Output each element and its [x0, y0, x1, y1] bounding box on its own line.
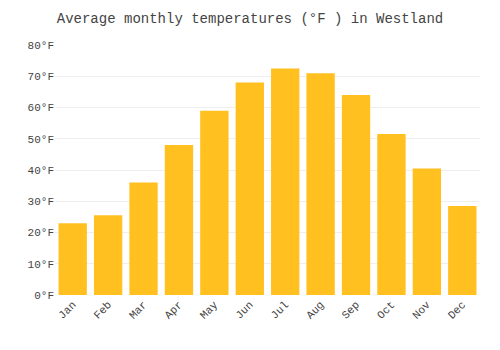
svg-text:Jun: Jun [233, 299, 255, 321]
svg-text:May: May [198, 299, 221, 322]
svg-text:80°F: 80°F [28, 40, 54, 52]
svg-text:0°F: 0°F [34, 290, 54, 302]
svg-text:Jul: Jul [269, 299, 291, 321]
svg-text:Jan: Jan [56, 299, 78, 321]
svg-text:Aug: Aug [304, 299, 326, 321]
svg-text:Sep: Sep [340, 299, 362, 321]
svg-text:60°F: 60°F [28, 102, 54, 114]
svg-text:Mar: Mar [127, 299, 149, 321]
svg-text:Apr: Apr [162, 299, 184, 321]
svg-text:Oct: Oct [375, 299, 397, 321]
svg-text:Dec: Dec [446, 299, 468, 321]
svg-text:40°F: 40°F [28, 165, 54, 177]
svg-text:Average monthly temperatures (: Average monthly temperatures (°F ) in We… [57, 11, 443, 27]
svg-text:20°F: 20°F [28, 227, 54, 239]
svg-text:Nov: Nov [410, 299, 433, 322]
svg-text:70°F: 70°F [28, 71, 54, 83]
svg-text:10°F: 10°F [28, 259, 54, 271]
svg-text:50°F: 50°F [28, 134, 54, 146]
svg-text:Feb: Feb [92, 299, 114, 321]
svg-text:30°F: 30°F [28, 196, 54, 208]
